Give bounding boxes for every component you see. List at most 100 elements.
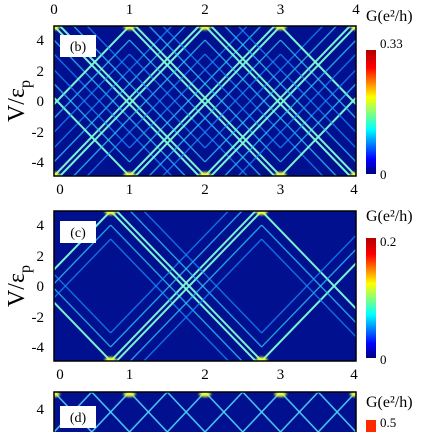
conductance-peak [199,392,211,397]
resonance-line [134,26,282,176]
resonance-line [110,211,243,348]
resonance-line [261,248,356,348]
resonance-line [110,211,230,334]
resonance-line [223,39,356,176]
conductance-peak [274,392,287,397]
resonance-line [54,392,55,394]
resonance-line [204,39,338,176]
conductance-peak [274,172,287,176]
conductance-peak [123,172,136,176]
resonance-line [54,96,131,176]
colorbar-min-label: 0 [380,167,387,182]
y-axis-label: V/εp [4,265,34,307]
resonance-line [54,39,187,176]
resonance-line [203,392,244,432]
resonance-line [129,224,263,361]
conductance-peak [350,392,356,397]
y-tick-label: 4 [37,33,45,49]
y-tick-label: 0 [37,279,45,295]
resonance-line [166,392,206,432]
panel-b: (b) 4 2 0 -2 -4 V/εp 0 1 2 3 4 G(e²/h) 0… [4,8,413,198]
heatmap-background [54,392,356,432]
y-tick-label: -4 [32,340,45,356]
resonance-line [72,39,206,176]
conductance-peak [54,392,60,397]
resonance-line [86,26,206,149]
resonance-line [237,26,356,149]
colorbar-title: G(e²/h) [366,8,413,25]
colorbar-min-label: 0 [380,352,387,367]
conductance-peak [104,211,117,215]
panel-label: (d) [70,411,87,426]
conductance-peak [123,392,136,397]
colorbar-gradient [366,238,376,358]
resonance-line [261,224,356,324]
y-tick-label: -4 [32,155,45,171]
conductance-lines [54,211,356,361]
conductance-peak [54,26,60,30]
resonance-line [223,26,356,163]
resonance-line [210,26,356,176]
resonance-line [54,39,131,120]
y-axis-ticks: 4 2 0 -2 -4 [32,33,45,171]
colorbar: G(e²/h) 0.33 0 [366,8,413,182]
x-tick-label: 4 [350,367,358,383]
colorbar-gradient [366,420,376,432]
resonance-line [142,238,263,361]
conductance-lines [54,26,356,176]
x-tick-label: 0 [56,182,64,198]
resonance-line [142,211,263,334]
x-tick-label: 0 [56,367,64,383]
resonance-line [161,53,282,176]
x-tick-label: 2 [201,182,209,198]
x-tick-label: 0 [50,2,58,18]
resonance-line [241,392,282,432]
resonance-line [261,234,356,334]
colorbar-gradient [366,50,376,174]
resonance-line [54,82,131,163]
resonance-line [166,392,207,432]
colorbar-max-label: 0.2 [380,234,396,249]
panel-label-box [60,221,96,243]
resonance-line [204,26,338,163]
resonance-line [279,392,319,432]
resonance-line [279,392,320,432]
heatmap-background [54,211,356,361]
x-tick-label: 1 [126,182,134,198]
colorbar-max-label: 0.5 [380,415,396,430]
resonance-line [128,392,168,432]
resonance-line [237,53,356,176]
resonance-line [110,238,230,361]
resonance-line [91,392,131,432]
resonance-line [54,68,131,149]
panel-label-box [60,406,96,428]
panel-label: (b) [70,40,87,55]
resonance-line [148,39,282,176]
top-x-ticks: 0 1 2 3 4 [50,2,360,18]
x-tick-label: 3 [277,182,285,198]
resonance-line [261,238,356,338]
resonance-line [115,211,263,361]
resonance-line [90,392,131,432]
resonance-line [128,26,262,163]
resonance-line [54,26,187,163]
y-tick-label: 2 [37,64,45,80]
x-axis-ticks: 0 1 2 3 4 [56,367,358,383]
y-tick-label: 0 [37,94,45,110]
x-tick-label: 2 [201,2,209,18]
resonance-line [204,26,351,176]
conductance-peak [199,172,211,176]
resonance-line [148,26,282,163]
resonance-line [110,224,243,361]
resonance-line [128,26,276,176]
resonance-line [0,392,16,432]
resonance-line [54,26,200,176]
conductance-peak [255,357,268,361]
panel-label-box [60,35,96,57]
resonance-line [128,392,169,432]
panel-label: (c) [70,226,86,241]
colorbar-title: G(e²/h) [366,394,413,411]
conductance-peak [350,172,356,176]
resonance-line [54,238,112,299]
